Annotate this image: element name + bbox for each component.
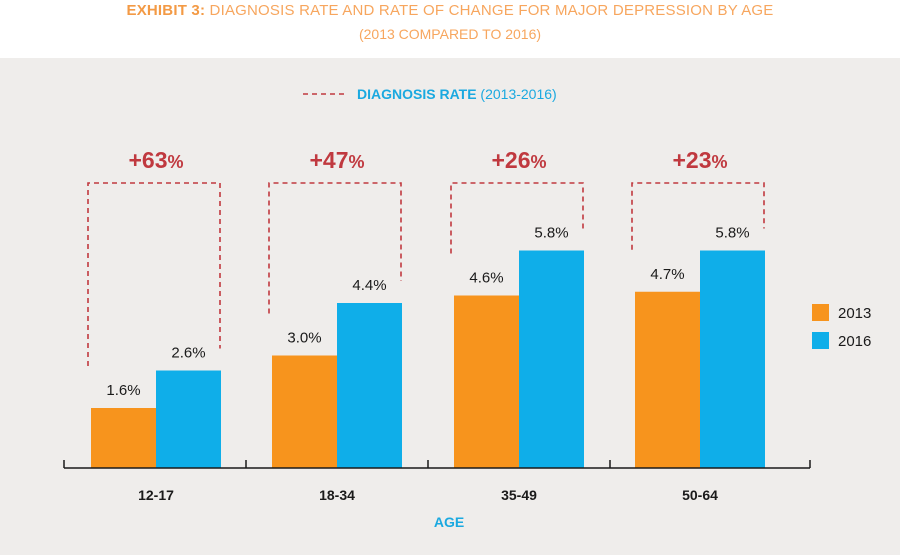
bar-35-49-2013 <box>454 295 519 468</box>
change-bracket-18-34 <box>268 182 402 314</box>
tick-label-35-49: 35-49 <box>501 487 537 503</box>
data-label-18-34-2016: 4.4% <box>352 277 386 294</box>
change-label-50-64: +23% <box>672 147 727 173</box>
rate-legend-label: DIAGNOSIS RATE (2013-2016) <box>357 86 557 102</box>
change-bracket-12-17 <box>87 182 221 366</box>
bar-50-64-2013 <box>635 291 700 468</box>
data-label-18-34-2013: 3.0% <box>287 330 321 347</box>
bar-18-34-2013 <box>272 355 337 468</box>
chart-title: EXHIBIT 3: DIAGNOSIS RATE AND RATE OF CH… <box>0 2 900 19</box>
bar-12-17-2013 <box>91 408 156 468</box>
data-label-50-64-2013: 4.7% <box>650 266 684 283</box>
chart-header: EXHIBIT 3: DIAGNOSIS RATE AND RATE OF CH… <box>0 0 900 58</box>
legend: 2013 2016 <box>812 304 871 350</box>
tick-label-18-34: 18-34 <box>319 487 355 503</box>
x-axis-title: AGE <box>434 514 464 530</box>
data-label-12-17-2016: 2.6% <box>171 345 205 362</box>
chart-subtitle: (2013 COMPARED TO 2016) <box>358 26 542 42</box>
data-label-50-64-2016: 5.8% <box>715 225 749 242</box>
rate-of-change-legend: DIAGNOSIS RATE (2013-2016) <box>303 86 557 102</box>
data-label-35-49-2016: 5.8% <box>534 225 568 242</box>
legend-label-2013: 2013 <box>838 305 871 322</box>
bar-50-64-2016 <box>700 250 765 468</box>
bar-18-34-2016 <box>337 303 402 468</box>
exhibit-label: EXHIBIT 3: <box>126 2 206 19</box>
tick-label-50-64: 50-64 <box>682 487 718 503</box>
chart-title-text: DIAGNOSIS RATE AND RATE OF CHANGE FOR MA… <box>209 2 774 19</box>
change-label-35-49: +26% <box>491 147 546 173</box>
change-label-18-34: +47% <box>309 147 364 173</box>
change-bracket-35-49 <box>450 182 584 254</box>
legend-swatch-2013 <box>812 304 829 321</box>
data-label-12-17-2013: 1.6% <box>106 382 140 399</box>
change-label-12-17: +63% <box>128 147 183 173</box>
data-label-35-49-2013: 4.6% <box>469 270 503 287</box>
legend-label-2016: 2016 <box>838 333 871 350</box>
tick-label-12-17: 12-17 <box>138 487 174 503</box>
bar-12-17-2016 <box>156 370 221 468</box>
bar-35-49-2016 <box>519 250 584 468</box>
legend-swatch-2016 <box>812 332 829 349</box>
